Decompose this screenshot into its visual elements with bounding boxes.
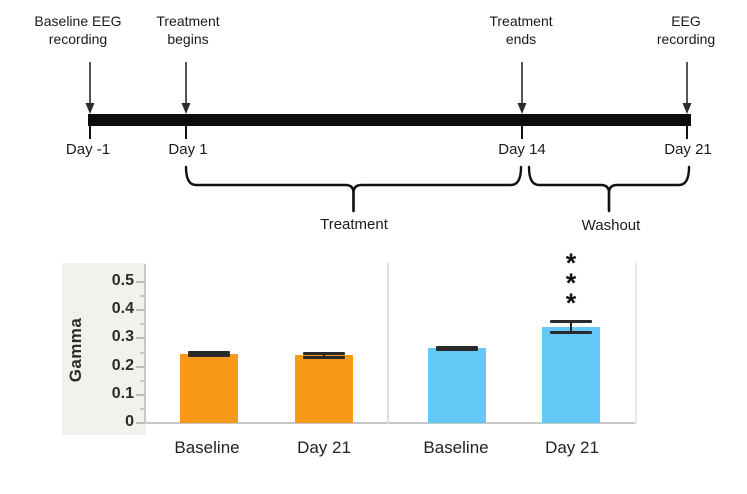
error-bar-cap-bottom [436, 347, 478, 351]
error-bar-cap-bottom [303, 355, 345, 359]
bar-left-panel-day21 [295, 355, 353, 423]
y-tick-label: 0 [125, 413, 134, 430]
error-bar-cap-bottom [188, 353, 230, 357]
error-bar-cap-top [550, 320, 592, 324]
y-tick-major [136, 422, 145, 424]
y-tick-label: 0.1 [111, 384, 134, 402]
day-ticks [89, 126, 688, 139]
y-tick-major [136, 365, 145, 368]
timeline-arrows [89, 62, 688, 104]
error-bar-cap-top [303, 352, 345, 356]
y-axis-panel-background [62, 263, 146, 435]
timeline-event-label-baseline-eeg: Baseline EEG recording [34, 13, 122, 47]
bar-left-panel-baseline [180, 353, 238, 423]
x-label-orange-day21: Day 21 [297, 438, 351, 457]
x-label-blue-baseline: Baseline [423, 438, 489, 457]
phase-label-washout: Washout [581, 217, 641, 234]
y-tick-label: 0.3 [111, 328, 134, 346]
treatment-brace [184, 165, 523, 213]
washout-brace [527, 165, 691, 213]
panel-divider-line [387, 263, 389, 424]
timeline-event-label-eeg-recording: EEG recording [656, 13, 716, 47]
timeline-event-label-treatment-ends: Treatment ends [489, 13, 553, 47]
y-tick-minor [140, 323, 145, 326]
y-tick-major [136, 393, 145, 396]
y-tick-major [136, 337, 145, 340]
x-axis-line [144, 422, 637, 424]
y-tick-label: 0.5 [111, 272, 134, 289]
timeline-graphic [85, 62, 692, 213]
y-tick-minor [140, 351, 145, 354]
error-bar-line [323, 353, 325, 358]
day-label-1: Day 1 [168, 141, 208, 158]
arrow-heads [85, 103, 692, 114]
day-label-14: Day 14 [498, 141, 546, 158]
y-tick-label: 0.2 [111, 356, 134, 374]
phase-label-treatment: Treatment [320, 216, 388, 233]
y-tick-minor [140, 295, 145, 298]
bar-right-panel-baseline [428, 348, 486, 423]
y-axis-line [144, 264, 146, 424]
bar-right-panel-day21 [542, 327, 600, 423]
day-label-minus1: Day -1 [65, 141, 111, 158]
timeline-bar [88, 114, 691, 126]
y-tick-major [136, 309, 145, 312]
y-tick-label: 0.4 [111, 300, 134, 318]
y-tick-minor [140, 407, 145, 410]
error-bar-cap-bottom [550, 330, 592, 334]
x-label-orange-baseline: Baseline [174, 438, 240, 457]
day-label-21: Day 21 [664, 141, 712, 158]
timeline-event-label-treatment-begins: Treatment begins [156, 13, 220, 47]
error-bar-cap-top [436, 345, 478, 349]
error-bar-line [570, 321, 572, 333]
y-tick-minor [140, 379, 145, 382]
y-tick-major [136, 281, 145, 283]
significance-stars: * * * [565, 248, 577, 319]
x-label-blue-day21: Day 21 [545, 438, 599, 457]
plot-right-border [635, 263, 637, 424]
error-bar-cap-top [188, 351, 230, 355]
